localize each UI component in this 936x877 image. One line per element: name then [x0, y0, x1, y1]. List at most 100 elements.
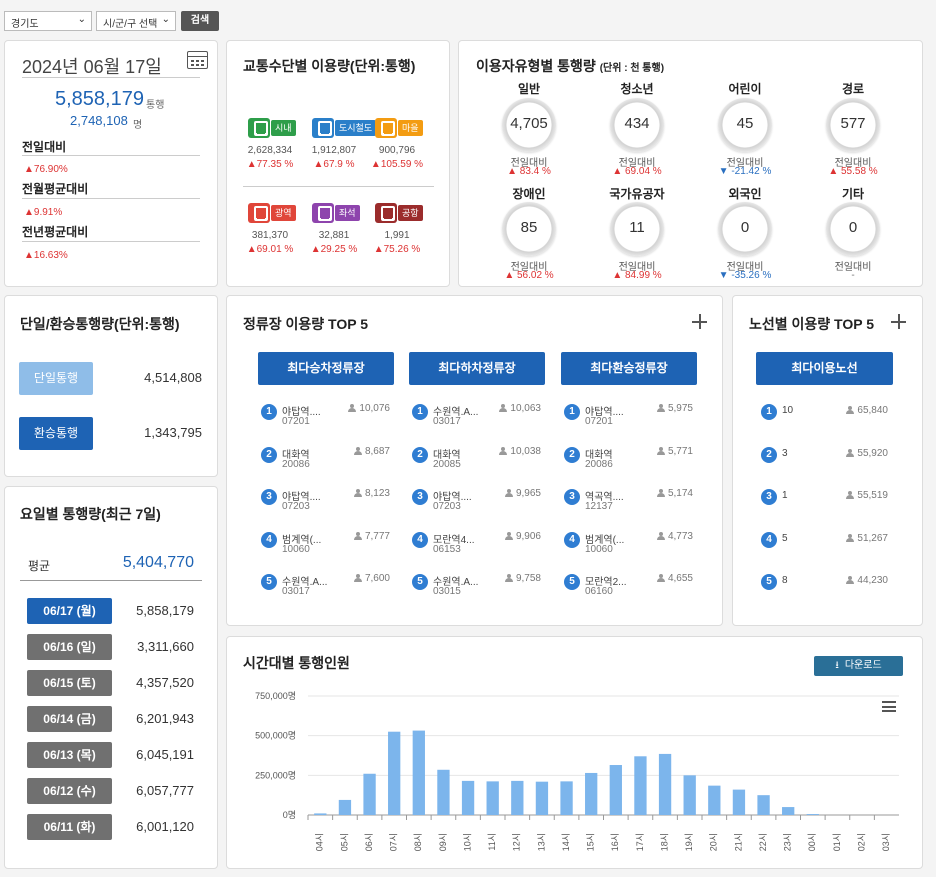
route-name[interactable]: 10: [782, 405, 794, 416]
stop-name[interactable]: 대화역: [433, 449, 461, 461]
stop-name[interactable]: 대화역: [282, 449, 310, 461]
rank-badge: 2: [761, 446, 777, 463]
stop-name[interactable]: 수원역.A...: [282, 577, 328, 588]
stop-name[interactable]: 모란역2...: [585, 577, 627, 588]
chart-x-tick-label: 00시: [807, 833, 817, 851]
stop-name[interactable]: 야탑역....: [282, 407, 321, 418]
usertype-compare-pct: ▲ 56.02 %: [504, 270, 554, 281]
weekday-day-button[interactable]: 06/15 (토): [27, 670, 112, 696]
download-button[interactable]: ⭳ 다운로드: [814, 656, 903, 676]
transport-label: 공항: [398, 205, 423, 221]
weekday-avg-value: 5,404,770: [122, 554, 194, 571]
stop-code: 10060: [585, 543, 613, 555]
chart-y-tick-label: 500,000명: [255, 731, 296, 741]
person-icon: [846, 406, 855, 414]
stop-count-value: 9,965: [515, 488, 541, 499]
region-select[interactable]: 경기도 ⌄: [4, 11, 92, 31]
route-name[interactable]: 8: [782, 575, 788, 586]
stop-code: 20086: [585, 458, 613, 470]
top-route-tab[interactable]: 최다이용노선: [756, 352, 893, 385]
plus-icon[interactable]: [692, 314, 707, 329]
stop-name[interactable]: 범계역(...: [282, 534, 322, 546]
stop-count: 7,600: [330, 573, 390, 584]
stop-count-value: 8,123: [364, 488, 390, 499]
transport-pct: ▲105.59 %: [370, 159, 424, 170]
stop-name[interactable]: 야탑역....: [585, 407, 624, 418]
transport-value: 900,796: [378, 145, 416, 156]
stop-name[interactable]: 역곡역....: [585, 492, 624, 503]
stop-name[interactable]: 야탑역....: [282, 492, 321, 503]
route-count: 55,519: [828, 490, 888, 501]
plus-icon[interactable]: [891, 314, 906, 329]
transport-label: 마을: [398, 120, 423, 136]
stop-name[interactable]: 야탑역....: [433, 492, 472, 503]
weekday-day-button[interactable]: 06/12 (수): [27, 778, 112, 804]
transfer-trip-button[interactable]: 환승통행: [19, 417, 93, 450]
transport-value: 381,370: [251, 230, 289, 241]
usertype-gauge: 0: [826, 202, 880, 256]
calendar-icon[interactable]: [187, 51, 208, 69]
stop-name[interactable]: 대화역: [585, 449, 613, 461]
district-select[interactable]: 시/군/구 선택 ⌄: [96, 11, 176, 31]
rank-badge: 1: [761, 404, 777, 420]
usertype-value: 0: [740, 219, 750, 236]
rank-badge: 5: [564, 574, 580, 590]
stop-name[interactable]: 수원역.A...: [433, 577, 479, 588]
stops-tab[interactable]: 최다하차정류장: [409, 352, 545, 385]
stop-count-value: 9,758: [515, 573, 541, 584]
stop-code: 12137: [585, 501, 613, 512]
usertype-value: 434: [624, 115, 650, 132]
stop-count-value: 10,038: [510, 445, 541, 457]
stop-name[interactable]: 모란역4...: [433, 534, 475, 546]
chart-bar: [437, 769, 450, 815]
usertype-name: 장애인: [512, 187, 546, 201]
usertype-gauge: 45: [718, 98, 772, 152]
rank-badge: 3: [261, 489, 277, 505]
single-trip-value: 4,514,808: [144, 370, 202, 385]
weekday-day-button[interactable]: 06/16 (일): [27, 634, 112, 660]
weekday-day-button[interactable]: 06/17 (월): [27, 598, 112, 624]
stop-code: 20086: [282, 458, 310, 470]
transport-pct: ▲67.9 %: [313, 159, 355, 170]
chart-x-tick-label: 04시: [315, 833, 325, 851]
stop-name[interactable]: 수원역.A...: [433, 407, 479, 418]
stop-name[interactable]: 범계역(...: [585, 534, 625, 546]
route-name[interactable]: 1: [782, 490, 788, 501]
chart-bar: [782, 807, 795, 815]
chart-bar: [314, 813, 327, 815]
chart-x-tick-label: 06시: [364, 833, 374, 851]
stop-count-value: 5,771: [667, 445, 693, 457]
usertype-compare-pct: ▲ 69.04 %: [612, 166, 662, 177]
weekday-day-button[interactable]: 06/14 (금): [27, 706, 112, 732]
chart-menu-icon[interactable]: [882, 701, 896, 712]
chevron-down-icon: ⌄: [161, 14, 170, 25]
stop-count-value: 10,076: [359, 403, 390, 414]
chart-bar: [511, 780, 524, 815]
rank-badge: 4: [761, 531, 777, 548]
stop-code: 06153: [433, 543, 461, 555]
route-count: 51,267: [828, 533, 888, 544]
route-name[interactable]: 3: [782, 447, 788, 459]
stops-tab[interactable]: 최다환승정류장: [561, 352, 697, 385]
route-count-value: 51,267: [857, 532, 888, 544]
transport-label: 도시철도: [335, 120, 377, 136]
person-icon: [656, 404, 665, 412]
search-button[interactable]: 검색: [181, 11, 219, 31]
weekday-day-value: 4,357,520: [136, 675, 194, 690]
usertype-value: 85: [520, 219, 538, 236]
weekday-day-button[interactable]: 06/11 (화): [27, 814, 112, 840]
chart-x-tick-label: 08시: [413, 833, 423, 851]
stop-count: 9,758: [481, 573, 541, 584]
rank-badge: 2: [564, 446, 580, 463]
person-icon: [656, 489, 665, 497]
single-trip-button[interactable]: 단일통행: [19, 362, 93, 395]
stops-tab[interactable]: 최다승차정류장: [258, 352, 394, 385]
transport-card: [226, 40, 450, 287]
divider: [22, 241, 200, 242]
route-count-value: 55,519: [857, 490, 888, 501]
rank-badge: 3: [761, 489, 777, 505]
person-icon: [348, 404, 357, 412]
bus-icon: [312, 203, 334, 223]
route-name[interactable]: 5: [782, 532, 788, 544]
weekday-day-button[interactable]: 06/13 (목): [27, 742, 112, 768]
